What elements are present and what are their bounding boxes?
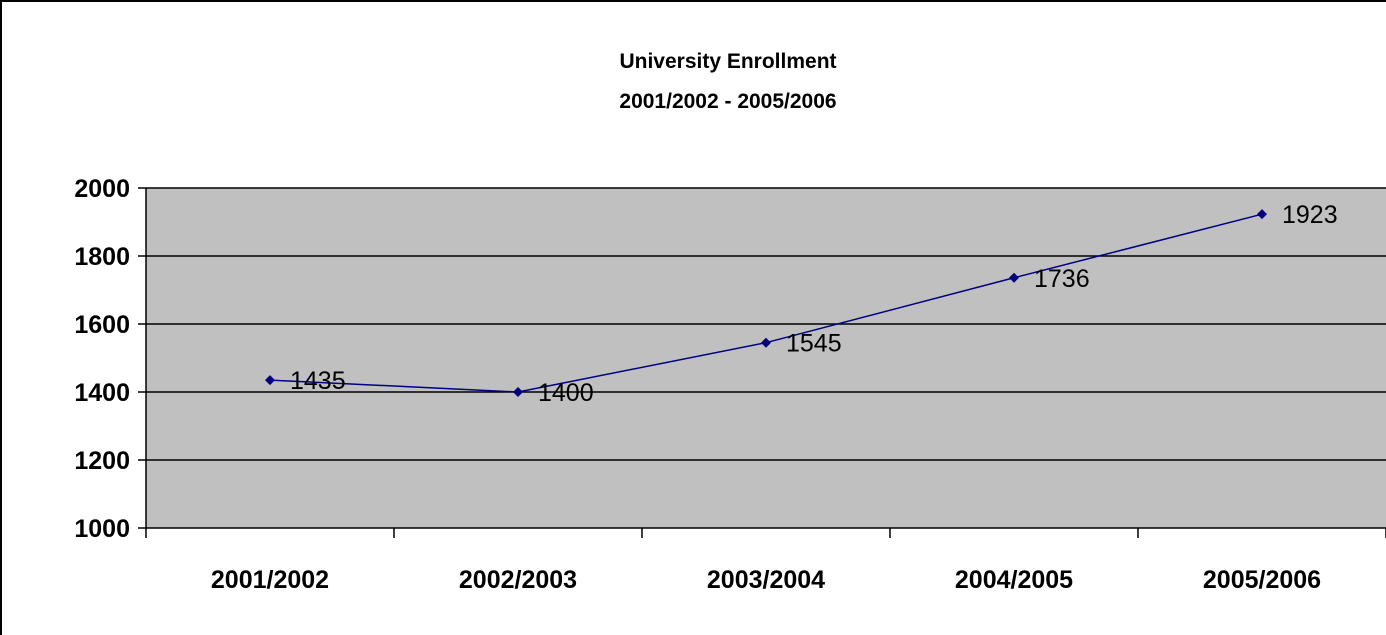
plot-area: 1000 1200 1400 1600 1800 2000 2001/2002 2002/20… [74, 175, 1386, 594]
data-label-3: 1736 [1034, 265, 1090, 293]
data-label-2: 1545 [786, 330, 842, 358]
chart-subtitle: 2001/2002 - 2005/2006 [619, 90, 836, 113]
data-point-3 [1009, 272, 1019, 283]
y-tick-label-1200: 1200 [74, 447, 130, 475]
x-category-label-3: 2004/2005 [955, 566, 1073, 594]
x-category-label-4: 2005/2006 [1203, 566, 1321, 594]
x-category-label-1: 2002/2003 [459, 566, 577, 594]
data-label-1: 1400 [538, 379, 594, 407]
y-tick-label-1000: 1000 [74, 515, 130, 543]
x-category-label-0: 2001/2002 [211, 566, 329, 594]
y-tick-label-2000: 2000 [74, 175, 130, 203]
data-point-4 [1257, 209, 1267, 220]
plot-background [146, 188, 1386, 528]
data-label-0: 1435 [290, 367, 346, 395]
x-category-label-2: 2003/2004 [707, 566, 825, 594]
data-point-2 [761, 337, 771, 348]
data-point-0 [265, 375, 275, 386]
chart-title: University Enrollment [619, 50, 836, 73]
y-tick-label-1600: 1600 [74, 311, 130, 339]
data-label-4: 1923 [1282, 201, 1338, 229]
y-tick-label-1800: 1800 [74, 243, 130, 271]
y-tick-label-1400: 1400 [74, 379, 130, 407]
data-point-1 [513, 387, 523, 397]
